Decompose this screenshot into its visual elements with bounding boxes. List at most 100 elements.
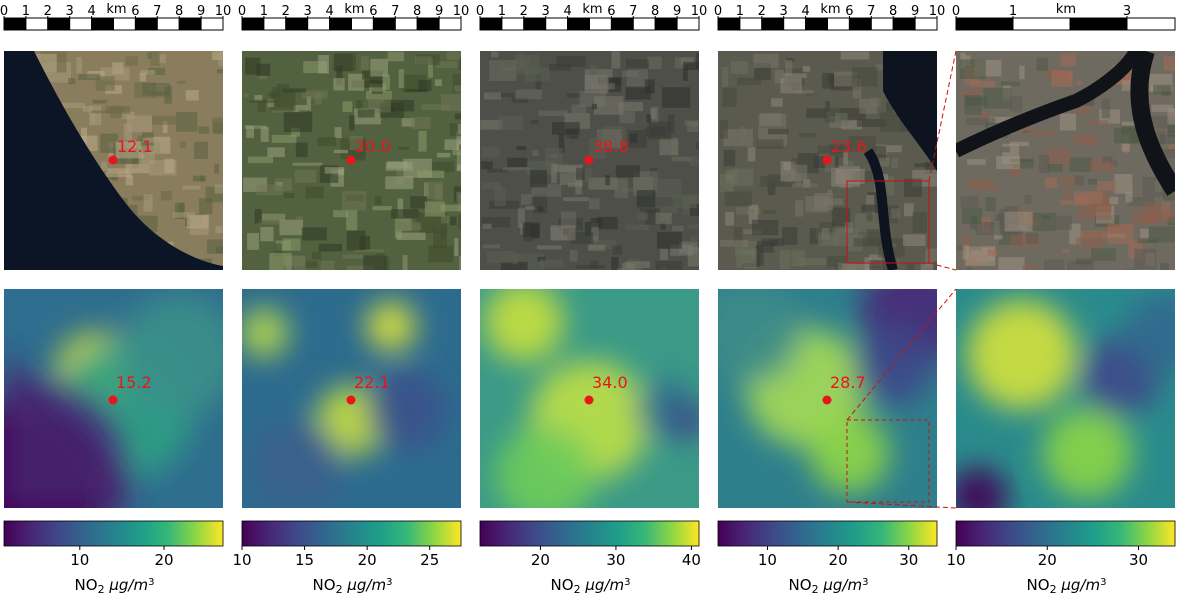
satellite-patch bbox=[436, 152, 451, 158]
scale-tick-label: 0 bbox=[714, 4, 722, 19]
satellite-patch bbox=[1045, 147, 1071, 165]
scale-tick-label: 9 bbox=[197, 4, 205, 19]
satellite-patch bbox=[1091, 248, 1116, 261]
colorbar-tick-label: 10 bbox=[946, 551, 965, 569]
satellite-patch bbox=[961, 89, 980, 98]
satellite-patch bbox=[672, 225, 684, 232]
satellite-patch bbox=[1026, 232, 1039, 245]
scale-tick-label: 0 bbox=[0, 4, 8, 19]
satellite-patch bbox=[588, 198, 600, 210]
satellite-patch bbox=[760, 176, 785, 187]
satellite-patch bbox=[1019, 65, 1025, 80]
satellite-patch bbox=[1036, 57, 1049, 71]
satellite-patch bbox=[998, 257, 1025, 270]
satellite-patch bbox=[584, 74, 608, 93]
satellite-patch bbox=[852, 67, 878, 87]
satellite-patch bbox=[967, 159, 986, 165]
satellite-patch bbox=[1059, 113, 1077, 131]
satellite-patch bbox=[78, 73, 101, 81]
satellite-patch bbox=[401, 118, 415, 127]
satellite-patch bbox=[215, 225, 223, 234]
satellite-patch bbox=[137, 135, 144, 141]
satellite-patch bbox=[520, 194, 532, 205]
satellite-patch bbox=[588, 177, 618, 190]
satellite-patch bbox=[158, 54, 166, 64]
satellite-patch bbox=[421, 104, 451, 111]
satellite-patch bbox=[123, 267, 144, 270]
satellite-patch bbox=[832, 207, 851, 227]
satellite-patch bbox=[756, 139, 784, 149]
satellite-patch bbox=[161, 190, 172, 201]
satellite-patch bbox=[336, 65, 343, 86]
colorbar-5: 10 20 30 NO2 µg/m3 bbox=[946, 520, 1176, 596]
satellite-patch bbox=[68, 78, 76, 85]
satellite-patch bbox=[82, 105, 94, 112]
satellite-patch bbox=[254, 94, 263, 102]
satellite-patch bbox=[733, 227, 743, 246]
satellite-patch bbox=[1107, 224, 1134, 244]
satellite-patch bbox=[1060, 200, 1073, 205]
satellite-patch bbox=[514, 54, 540, 75]
satellite-patch bbox=[267, 99, 275, 108]
satellite-patch bbox=[429, 161, 455, 173]
scale-segment bbox=[676, 17, 700, 31]
no2-blob bbox=[119, 294, 223, 415]
satellite-patch bbox=[1041, 215, 1050, 220]
satellite-patch bbox=[394, 229, 402, 239]
scale-tick-label: 4 bbox=[325, 4, 333, 19]
satellite-patch bbox=[454, 85, 461, 92]
satellite-patch bbox=[550, 225, 576, 241]
satellite-patch bbox=[456, 152, 461, 171]
satellite-patch bbox=[349, 136, 363, 151]
satellite-texture bbox=[956, 51, 1175, 270]
canal bbox=[863, 148, 898, 270]
satellite-patch bbox=[301, 227, 327, 241]
satellite-patch bbox=[198, 126, 209, 134]
satellite-patch bbox=[276, 182, 283, 187]
satellite-patch bbox=[382, 74, 390, 90]
satellite-patch bbox=[844, 222, 854, 234]
location-marker bbox=[584, 395, 594, 405]
satellite-patch bbox=[179, 141, 187, 149]
satellite-patch bbox=[983, 186, 999, 191]
satellite-patch bbox=[243, 93, 249, 98]
satellite-patch bbox=[283, 193, 295, 199]
scale-segment bbox=[761, 17, 785, 31]
location-marker bbox=[346, 155, 356, 165]
satellite-patch bbox=[964, 95, 982, 115]
satellite-patch bbox=[671, 156, 691, 162]
satellite-patch bbox=[1044, 259, 1065, 270]
satellite-patch bbox=[768, 128, 789, 135]
satellite-patch bbox=[444, 139, 461, 150]
scale-tick-label: 1 bbox=[22, 4, 30, 19]
satellite-patch bbox=[869, 260, 897, 270]
scale-frame bbox=[241, 17, 462, 31]
satellite-texture bbox=[4, 51, 223, 270]
satellite-patch bbox=[283, 255, 306, 267]
satellite-patch bbox=[837, 263, 856, 270]
satellite-patch bbox=[985, 197, 996, 212]
satellite-patch bbox=[961, 207, 983, 224]
satellite-patch bbox=[879, 157, 890, 167]
scale-tick-label: 0 bbox=[238, 4, 246, 19]
satellite-patch bbox=[481, 161, 493, 170]
scale-unit-label: km bbox=[106, 2, 126, 17]
location-marker bbox=[108, 155, 118, 165]
satellite-patch bbox=[618, 101, 643, 112]
satellite-patch bbox=[348, 73, 365, 91]
satellite-patch bbox=[419, 212, 448, 234]
no2-blob bbox=[365, 301, 416, 352]
satellite-patch bbox=[91, 110, 111, 114]
scale-tick-label: 0 bbox=[476, 4, 484, 19]
satellite-patch bbox=[755, 245, 764, 266]
satellite-patch bbox=[101, 161, 108, 181]
satellite-patch bbox=[271, 134, 297, 143]
satellite-patch bbox=[142, 83, 171, 96]
satellite-patch bbox=[387, 51, 405, 62]
satellite-patch bbox=[274, 243, 282, 257]
satellite-patch bbox=[1010, 96, 1023, 112]
satellite-patch bbox=[799, 133, 817, 138]
scale-segment bbox=[416, 17, 440, 31]
satellite-patch bbox=[405, 88, 428, 93]
